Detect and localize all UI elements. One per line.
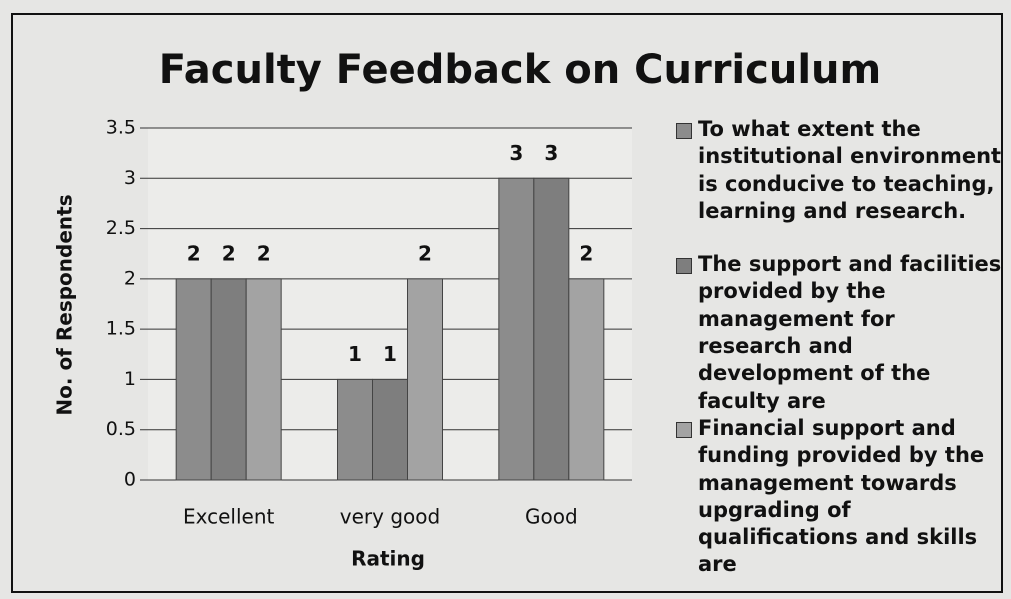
legend-entry: Financial support and funding provided b… xyxy=(668,415,1003,579)
legend: To what extent the institutional environ… xyxy=(668,116,1003,599)
legend-entry: To what extent the institutional environ… xyxy=(668,116,1003,225)
legend-swatch xyxy=(676,421,692,438)
legend-label: The support and facilities provided by t… xyxy=(698,252,1002,413)
legend-swatch xyxy=(676,123,692,139)
y-tick-label: 2 xyxy=(124,267,136,289)
data-label: 1 xyxy=(383,342,397,366)
legend-label: Financial support and funding provided b… xyxy=(698,415,985,577)
y-tick-label: 3 xyxy=(124,167,136,189)
y-tick-label: 0 xyxy=(124,469,136,491)
bar xyxy=(407,278,443,481)
data-label: 2 xyxy=(222,241,236,265)
data-label: 3 xyxy=(544,141,558,165)
data-label: 1 xyxy=(348,342,362,366)
x-axis-label: Rating xyxy=(351,547,425,571)
bar xyxy=(533,177,570,481)
y-axis-label: No. of Respondents xyxy=(53,194,77,415)
y-tick-label: 1.5 xyxy=(106,318,136,340)
bar xyxy=(337,378,373,481)
data-label: 2 xyxy=(579,241,593,265)
data-label: 3 xyxy=(509,141,523,165)
data-label: 2 xyxy=(418,241,432,265)
chart-title: Faculty Feedback on Curriculum xyxy=(159,47,881,93)
x-tick-label: Good xyxy=(525,505,578,529)
legend-entry: The support and facilities provided by t… xyxy=(668,251,1003,415)
x-tick-label: Excellent xyxy=(183,505,275,529)
legend-swatch xyxy=(676,258,692,275)
bar xyxy=(245,278,282,481)
x-tick-label: very good xyxy=(340,505,440,529)
frame xyxy=(11,13,1003,593)
bar xyxy=(210,278,247,481)
y-tick-label: 3.5 xyxy=(106,117,136,139)
bar xyxy=(372,378,408,481)
y-tick-label: 2.5 xyxy=(106,217,136,239)
bar xyxy=(175,278,212,481)
y-tick-label: 0.5 xyxy=(106,418,136,440)
bar xyxy=(568,278,605,481)
data-label: 2 xyxy=(257,241,271,265)
y-tick-label: 1 xyxy=(124,368,136,390)
data-label: 2 xyxy=(187,241,201,265)
legend-label: To what extent the institutional environ… xyxy=(698,117,1002,223)
bar xyxy=(498,177,535,481)
